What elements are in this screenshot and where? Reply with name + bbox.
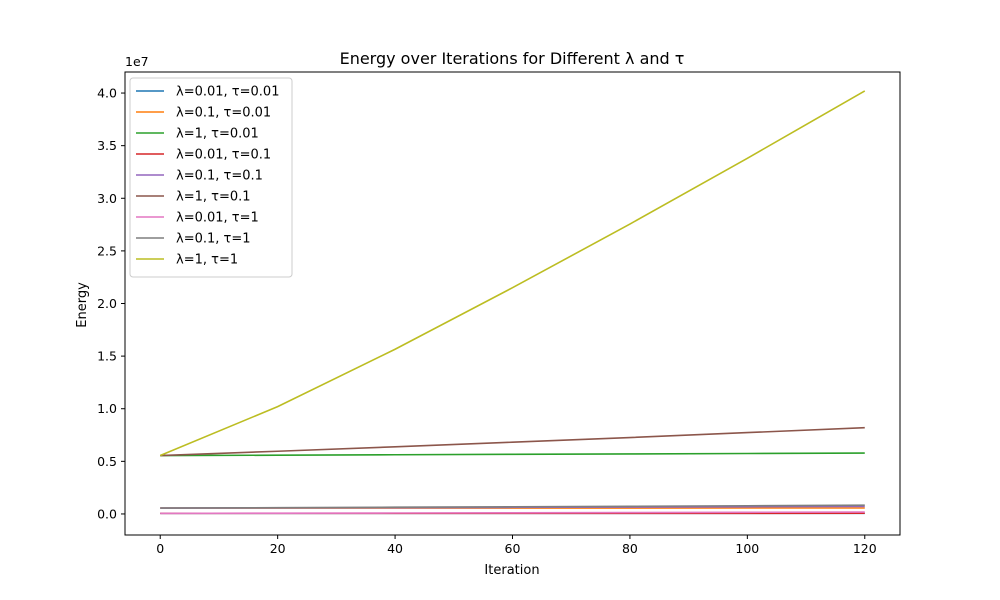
legend-label: λ=0.01, τ=0.1 xyxy=(176,148,271,163)
series-line xyxy=(160,452,865,457)
y-axis-offset-label: 1e7 xyxy=(125,54,149,69)
y-tick-label: 0.0 xyxy=(97,506,117,521)
legend-label: λ=0.01, τ=0.01 xyxy=(176,85,279,100)
y-tick-label: 3.0 xyxy=(97,191,117,206)
legend-box xyxy=(129,77,293,278)
x-tick-label: 120 xyxy=(853,541,877,556)
data-series-group xyxy=(159,90,866,515)
y-tick-label: 2.0 xyxy=(97,296,117,311)
x-tick-label: 80 xyxy=(622,541,638,556)
x-tick-label: 0 xyxy=(156,541,164,556)
y-axis-ticks: 0.0 0.5 1.0 1.5 2.0 2.5 3.0 3.5 4.0 xyxy=(97,86,125,521)
series-line xyxy=(160,511,865,515)
x-tick-label: 60 xyxy=(505,541,521,556)
legend-label: λ=0.01, τ=1 xyxy=(176,211,259,226)
legend-label: λ=1, τ=1 xyxy=(176,253,238,268)
x-tick-label: 100 xyxy=(735,541,759,556)
legend-label: λ=1, τ=0.01 xyxy=(176,127,259,142)
chart-title: Energy over Iterations for Different λ a… xyxy=(340,49,685,68)
legend-label: λ=1, τ=0.1 xyxy=(176,190,251,205)
legend-label: λ=0.1, τ=0.01 xyxy=(176,106,271,121)
plot-area-frame xyxy=(124,71,901,536)
y-tick-label: 3.5 xyxy=(97,138,117,153)
x-axis-ticks: 0 20 40 60 80 100 120 xyxy=(156,535,877,556)
x-axis-label: Iteration xyxy=(484,563,539,578)
series-line xyxy=(160,426,865,457)
y-axis-label: Energy xyxy=(75,282,90,328)
y-tick-label: 0.5 xyxy=(97,454,117,469)
y-tick-label: 2.5 xyxy=(97,243,117,258)
x-tick-label: 40 xyxy=(387,541,403,556)
legend-label: λ=0.1, τ=0.1 xyxy=(176,169,263,184)
legend-label: λ=0.1, τ=1 xyxy=(176,232,251,247)
series-line xyxy=(159,90,866,457)
y-tick-label: 1.0 xyxy=(97,401,117,416)
y-tick-label: 4.0 xyxy=(97,86,117,101)
y-tick-label: 1.5 xyxy=(97,349,117,364)
chart-legend: λ=0.01, τ=0.01 λ=0.1, τ=0.01 λ=1, τ=0.01 λ=… xyxy=(129,77,293,278)
x-tick-label: 20 xyxy=(270,541,286,556)
series-line xyxy=(160,504,865,509)
